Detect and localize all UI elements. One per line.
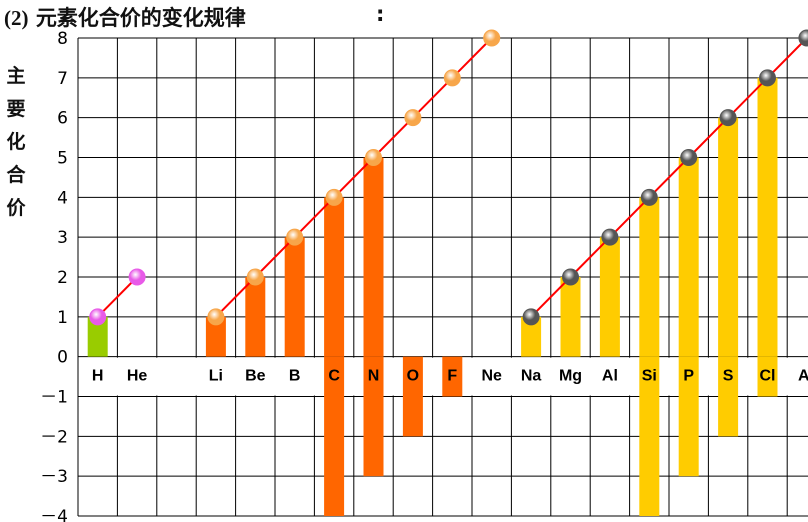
bar-positive [324,197,345,357]
trend-marker [286,228,304,246]
x-category-label: H [92,368,104,385]
x-category-label: Ne [481,368,502,385]
x-category-label: Be [245,368,266,385]
x-category-label: Al [602,368,618,385]
trend-marker [562,268,579,286]
trend-marker [325,188,343,206]
y-tick-label: 2 [57,268,68,288]
x-category-label: Si [642,368,657,385]
y-tick-label: 0 [57,348,68,368]
x-category-label: Li [209,368,223,385]
trend-marker [719,109,737,127]
trend-marker [601,228,619,246]
x-category-label: B [289,368,301,385]
y-tick-label: 5 [57,149,68,169]
bar-negative [363,356,384,477]
y-tick-label: 7 [57,69,68,89]
bar-positive [363,157,384,357]
x-category-label: Na [521,368,542,385]
bar-negative [324,356,345,516]
heading-number: (2) [4,6,29,30]
bar-negative [442,356,463,397]
x-category-label: P [683,368,694,385]
chart-heading: (2) 元素化合价的变化规律: [4,2,384,32]
y-tick-label: －1 [40,388,68,408]
bar-positive [521,316,542,357]
bar-positive [599,237,620,357]
trend-marker [680,149,698,166]
x-category-label: He [127,368,148,385]
y-tick-label: 4 [57,188,68,208]
bar-negative [639,356,660,516]
trend-marker [759,69,776,87]
bar-positive [678,157,699,357]
trend-marker [246,268,264,286]
trend-line [215,37,493,318]
trend-marker [640,188,658,206]
y-tick-label: －3 [40,467,68,487]
y-tick-label: 1 [57,308,68,328]
y-tick-label: 3 [57,228,68,248]
trend-marker [128,268,146,286]
trend-marker [443,69,461,87]
y-axis-label: 主要化合价 [6,65,26,219]
bar-positive [560,277,581,357]
bar-positive [245,277,266,357]
trend-marker [798,29,808,47]
bar-negative [678,356,699,477]
bar-negative [757,356,778,397]
heading-colon: : [376,2,385,26]
trend-marker [522,308,540,326]
trend-line [96,276,138,318]
trend-marker [89,308,107,326]
bar-positive [205,316,226,357]
x-category-label: O [407,368,419,385]
y-tick-label: 6 [57,109,68,129]
chart-title: 元素化合价的变化规律 [35,6,246,30]
x-category-label: Mg [559,368,582,385]
x-category-label: S [723,368,734,385]
y-tick-label: －4 [40,507,68,522]
bar-positive [718,117,739,357]
x-category-label: Ar [798,368,808,385]
bar-positive [757,77,778,357]
x-category-label: F [447,368,457,385]
y-tick-label: －2 [40,427,68,447]
trend-marker [365,149,382,166]
y-tick-label: 8 [57,29,68,49]
bar-negative [718,356,739,437]
trend-marker [207,308,225,326]
bar-positive [284,237,305,357]
trend-marker [404,109,422,127]
trend-line [530,37,808,318]
bar-positive [87,316,108,357]
x-category-label: N [368,368,380,385]
bar-positive [639,197,660,357]
bar-negative [402,356,423,437]
trend-marker [483,29,501,47]
x-category-label: Cl [760,368,776,385]
x-category-label: C [328,368,340,385]
